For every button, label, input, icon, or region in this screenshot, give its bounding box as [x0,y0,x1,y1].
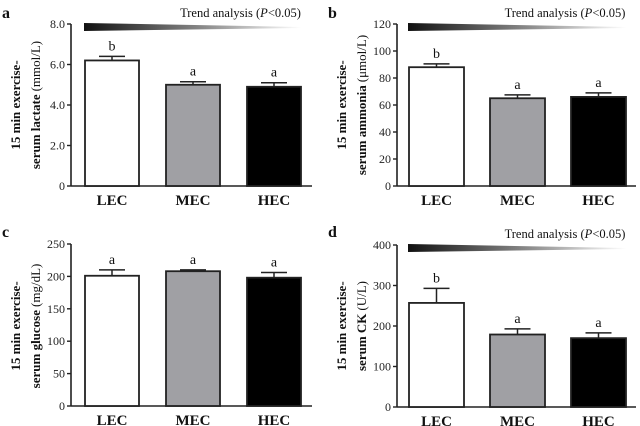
bars: b a a [84,39,302,187]
x-tick-label: HEC [258,193,291,209]
y-axis-label-line1: 15 min exercise- [334,60,349,149]
y-tick-label: 200 [47,269,65,283]
x-tick-label: HEC [582,414,615,426]
y-ticks: 0 2.0 4.0 6.0 8.0 [50,17,71,193]
y-tick-label: 20 [379,152,391,166]
y-axis-label-line2: serum CK(U/L) [354,281,369,371]
bar-mec [165,83,221,187]
bar-mec [489,97,546,187]
bar-mec [489,333,546,408]
trend-annotation: Trend analysis (P<0.05) [408,227,626,252]
x-tick-label: HEC [258,413,291,426]
y-tick-label: 80 [379,71,391,85]
panel-d: d 15 min exercise- serum CK(U/L) 0 100 200… [328,224,636,426]
panel-b: b 15 min exercise- serum ammonia(μmol/L)… [328,5,636,209]
x-tick-label: MEC [176,413,211,426]
y-axis-label-line1: 15 min exercise- [8,281,23,370]
trend-wedge [408,23,626,31]
significance-letter: a [514,78,521,93]
bar-mec [165,270,221,407]
panel-label: c [2,224,9,241]
bar-lec [84,274,140,407]
y-ticks: 0 20 40 60 80 100 120 [373,17,397,193]
significance-letter: a [109,253,116,268]
y-tick-label: 250 [47,237,65,251]
y-tick-label: 400 [373,238,391,252]
y-axis-label-line1: 15 min exercise- [8,60,23,149]
significance-letter: a [190,253,197,268]
y-ticks: 0 100 200 300 400 [373,238,397,414]
y-tick-label: 0 [385,400,391,414]
trend-wedge [408,244,626,252]
panel-label: b [328,5,337,22]
y-tick-label: 4.0 [50,98,65,112]
y-tick-label: 100 [373,44,391,58]
significance-letter: b [109,39,116,54]
y-tick-label: 300 [373,279,391,293]
bar-lec [84,59,140,187]
y-tick-label: 2.0 [50,139,65,153]
trend-wedge [84,23,301,31]
x-tick-labels: LEC MEC HEC [421,414,615,426]
trend-label: Trend analysis (P<0.05) [505,6,626,20]
bars: b a a [408,47,627,187]
significance-letter: a [271,66,278,81]
significance-letter: a [271,256,278,271]
bar-hec [570,337,627,408]
bar-hec [570,96,627,187]
bar-hec [246,85,302,187]
trend-annotation: Trend analysis (P<0.05) [408,6,626,31]
bar-lec [408,66,465,187]
y-axis-label-line2: serum lactate(mmol/L) [28,41,43,169]
trend-label: Trend analysis (P<0.05) [180,6,301,20]
x-tick-label: LEC [97,193,128,209]
panel-label: a [2,5,10,22]
significance-letter: b [433,47,440,62]
y-tick-label: 0 [59,179,65,193]
y-tick-label: 0 [385,179,391,193]
y-tick-label: 120 [373,17,391,31]
trend-label: Trend analysis (P<0.05) [505,227,626,241]
significance-letter: b [433,271,440,286]
y-tick-label: 200 [373,319,391,333]
y-tick-label: 0 [59,399,65,413]
significance-letter: a [595,76,602,91]
x-tick-label: HEC [582,193,615,209]
panel-c: c 15 min exercise- serum glucose(mg/dL) … [2,224,312,426]
x-tick-labels: LEC MEC HEC [97,413,291,426]
y-tick-label: 50 [53,367,65,381]
y-ticks: 0 50 100 150 200 250 [47,237,71,413]
x-tick-label: MEC [176,193,211,209]
x-tick-label: MEC [500,414,535,426]
y-tick-label: 40 [379,125,391,139]
significance-letter: a [514,312,521,327]
y-tick-label: 100 [47,334,65,348]
bars: b a a [408,271,627,408]
x-tick-labels: LEC MEC HEC [97,193,291,209]
x-tick-label: LEC [421,414,452,426]
bar-lec [408,302,465,408]
y-tick-label: 60 [379,98,391,112]
x-tick-label: LEC [97,413,128,426]
trend-annotation: Trend analysis (P<0.05) [84,6,301,31]
x-tick-label: LEC [421,193,452,209]
significance-letter: a [190,65,197,80]
y-axis-label-line2: serum glucose(mg/dL) [28,264,43,389]
y-axis-label-line2: serum ammonia(μmol/L) [354,35,369,175]
x-tick-labels: LEC MEC HEC [421,193,615,209]
panel-label: d [328,224,337,241]
y-tick-label: 6.0 [50,58,65,72]
y-tick-label: 100 [373,360,391,374]
y-tick-label: 8.0 [50,17,65,31]
significance-letter: a [595,316,602,331]
x-tick-label: MEC [500,193,535,209]
y-tick-label: 150 [47,302,65,316]
bar-hec [246,276,302,407]
y-axis-label-line1: 15 min exercise- [334,281,349,370]
panel-a: a 15 min exercise- serum lactate(mmol/L)… [2,5,312,209]
